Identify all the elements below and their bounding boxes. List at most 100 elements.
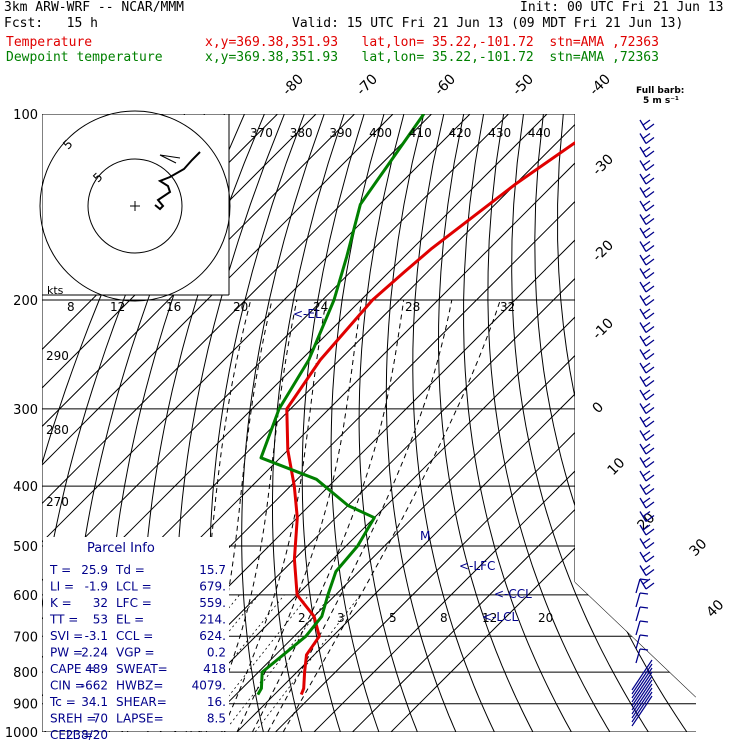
thetae-label: 28 — [405, 300, 420, 314]
wind-barb-flag — [642, 416, 651, 423]
mixing-ratio-label: 8 — [440, 611, 448, 625]
wind-barb-flag — [645, 190, 655, 199]
wind-barb-flag — [642, 281, 651, 288]
parcel-info-cell: HWBZ= — [116, 679, 163, 693]
mixing-ratio-label: 20 — [538, 611, 553, 625]
parcel-info-cell: CCL = — [116, 629, 153, 643]
wind-barb-flag — [645, 379, 655, 388]
wind-barb-flag — [645, 285, 655, 293]
dry-adiabat-line — [385, 114, 457, 732]
pressure-tick-label: 700 — [13, 630, 38, 645]
mixing-ratio-line — [147, 594, 260, 732]
wind-barb-flag — [645, 312, 655, 320]
dry-adiabat-line — [412, 114, 495, 732]
wind-barb-flag — [642, 443, 651, 450]
thetae-label: 20 — [233, 300, 248, 314]
level-marker-label: <-LCL — [482, 610, 518, 624]
hodograph-trace — [154, 151, 201, 211]
wind-barb-flag — [642, 483, 651, 491]
wind-barb-flag — [642, 173, 651, 180]
barb-legend-line2: 5 m s⁻¹ — [643, 96, 679, 106]
wind-barb-flag — [639, 592, 649, 595]
isotherm-label: -20 — [590, 237, 617, 264]
wind-barb-flag — [642, 132, 651, 140]
wind-barb-flag — [645, 325, 655, 334]
wind-barb-flag — [645, 501, 655, 509]
hodograph-ring-inner — [87, 158, 183, 254]
theta-label: 440 — [528, 126, 551, 140]
wind-barb-flag — [642, 470, 651, 477]
pressure-tick-label: 800 — [13, 666, 38, 681]
hodograph-units-label: kts — [47, 284, 64, 297]
wind-barb-flag — [645, 420, 655, 428]
wind-barb-flag — [642, 375, 651, 383]
mixing-ratio-label: 3 — [337, 611, 345, 625]
isotherm-line — [42, 114, 355, 732]
storm-motion-arrow — [159, 154, 181, 164]
isotherm-line — [42, 114, 317, 732]
theta-side-label: 270 — [46, 495, 69, 509]
isotherm-line — [42, 114, 432, 732]
forecast-hour: Fcst: 15 h — [4, 16, 98, 31]
wind-barb-flag — [645, 136, 655, 145]
parcel-info-cell: SHEAR= — [116, 695, 167, 709]
wind-barb-flag — [645, 150, 655, 158]
parcel-info-cell: LCL = — [116, 580, 152, 594]
thetae-label: 24 — [313, 300, 328, 314]
pressure-tick-label: 1000 — [5, 726, 38, 740]
parcel-info-title: Parcel Info — [87, 541, 155, 556]
parcel-info-cell: VGP = — [116, 646, 155, 660]
wind-barb-flag — [645, 244, 655, 253]
isotherm-label: -60 — [432, 71, 459, 98]
mixing-ratio-label: 12 — [482, 611, 497, 625]
dry-adiabat-line — [330, 114, 385, 732]
wind-barb — [631, 667, 653, 699]
dewpoint-location: x,y=369.38,351.93 lat,lon= 35.22,-101.72… — [205, 50, 659, 65]
wind-barb-flag — [645, 352, 655, 361]
wind-barb — [631, 671, 653, 703]
wind-barb-flag — [645, 271, 655, 280]
wind-barb-flag — [642, 578, 651, 585]
dry-adiabat-line — [578, 114, 696, 732]
wind-barb-flag — [645, 447, 655, 455]
thetae-label: 32 — [500, 300, 515, 314]
hodograph-ring-outer — [39, 110, 231, 302]
wind-barb — [631, 679, 653, 711]
theta-label: 380 — [290, 126, 313, 140]
wind-barb-flag — [642, 294, 651, 302]
wind-barb-flag — [639, 606, 649, 609]
pressure-tick-label: 400 — [13, 480, 38, 495]
wind-barb-flag — [645, 298, 655, 307]
pressure-tick-label: 600 — [13, 589, 38, 604]
level-marker-label: <-LFC — [459, 559, 495, 573]
parcel-info-cell: PW = — [50, 646, 83, 660]
parcel-info-cell: 16. — [207, 695, 226, 709]
barb-legend-line1: Full barb: — [636, 86, 684, 96]
parcel-info-cell: 679. — [199, 580, 226, 594]
thetae-label: 12 — [110, 300, 125, 314]
wind-barb-flag — [642, 456, 651, 464]
wind-barb-flag — [645, 460, 655, 469]
wind-barb-flag — [645, 555, 655, 563]
wind-barb-flag — [645, 487, 655, 496]
isotherm-label: 0 — [590, 399, 608, 417]
theta-side-label: 280 — [46, 423, 69, 437]
parcel-info-cell: 25.9 — [81, 563, 108, 577]
dry-adiabat-line — [621, 114, 696, 732]
theta-label: 400 — [369, 126, 392, 140]
wind-barb-flag — [645, 217, 655, 226]
parcel-info-cell: 34.1 — [81, 695, 108, 709]
theta-label: 370 — [250, 126, 273, 140]
wind-barb-flag — [645, 177, 655, 185]
dewpoint-legend-label: Dewpoint temperature — [6, 50, 163, 65]
parcel-info-cell: 53 — [93, 613, 108, 627]
dry-adiabat-line — [358, 114, 418, 732]
dry-adiabat-line — [487, 114, 611, 732]
wind-barb — [635, 578, 641, 594]
wind-barb-flag — [639, 578, 649, 581]
dry-adiabat-line — [42, 114, 186, 732]
parcel-info-cell: 0.2 — [207, 646, 226, 660]
wind-barb-flag — [642, 227, 651, 234]
parcel-info-cell: CAPE = — [50, 662, 95, 676]
